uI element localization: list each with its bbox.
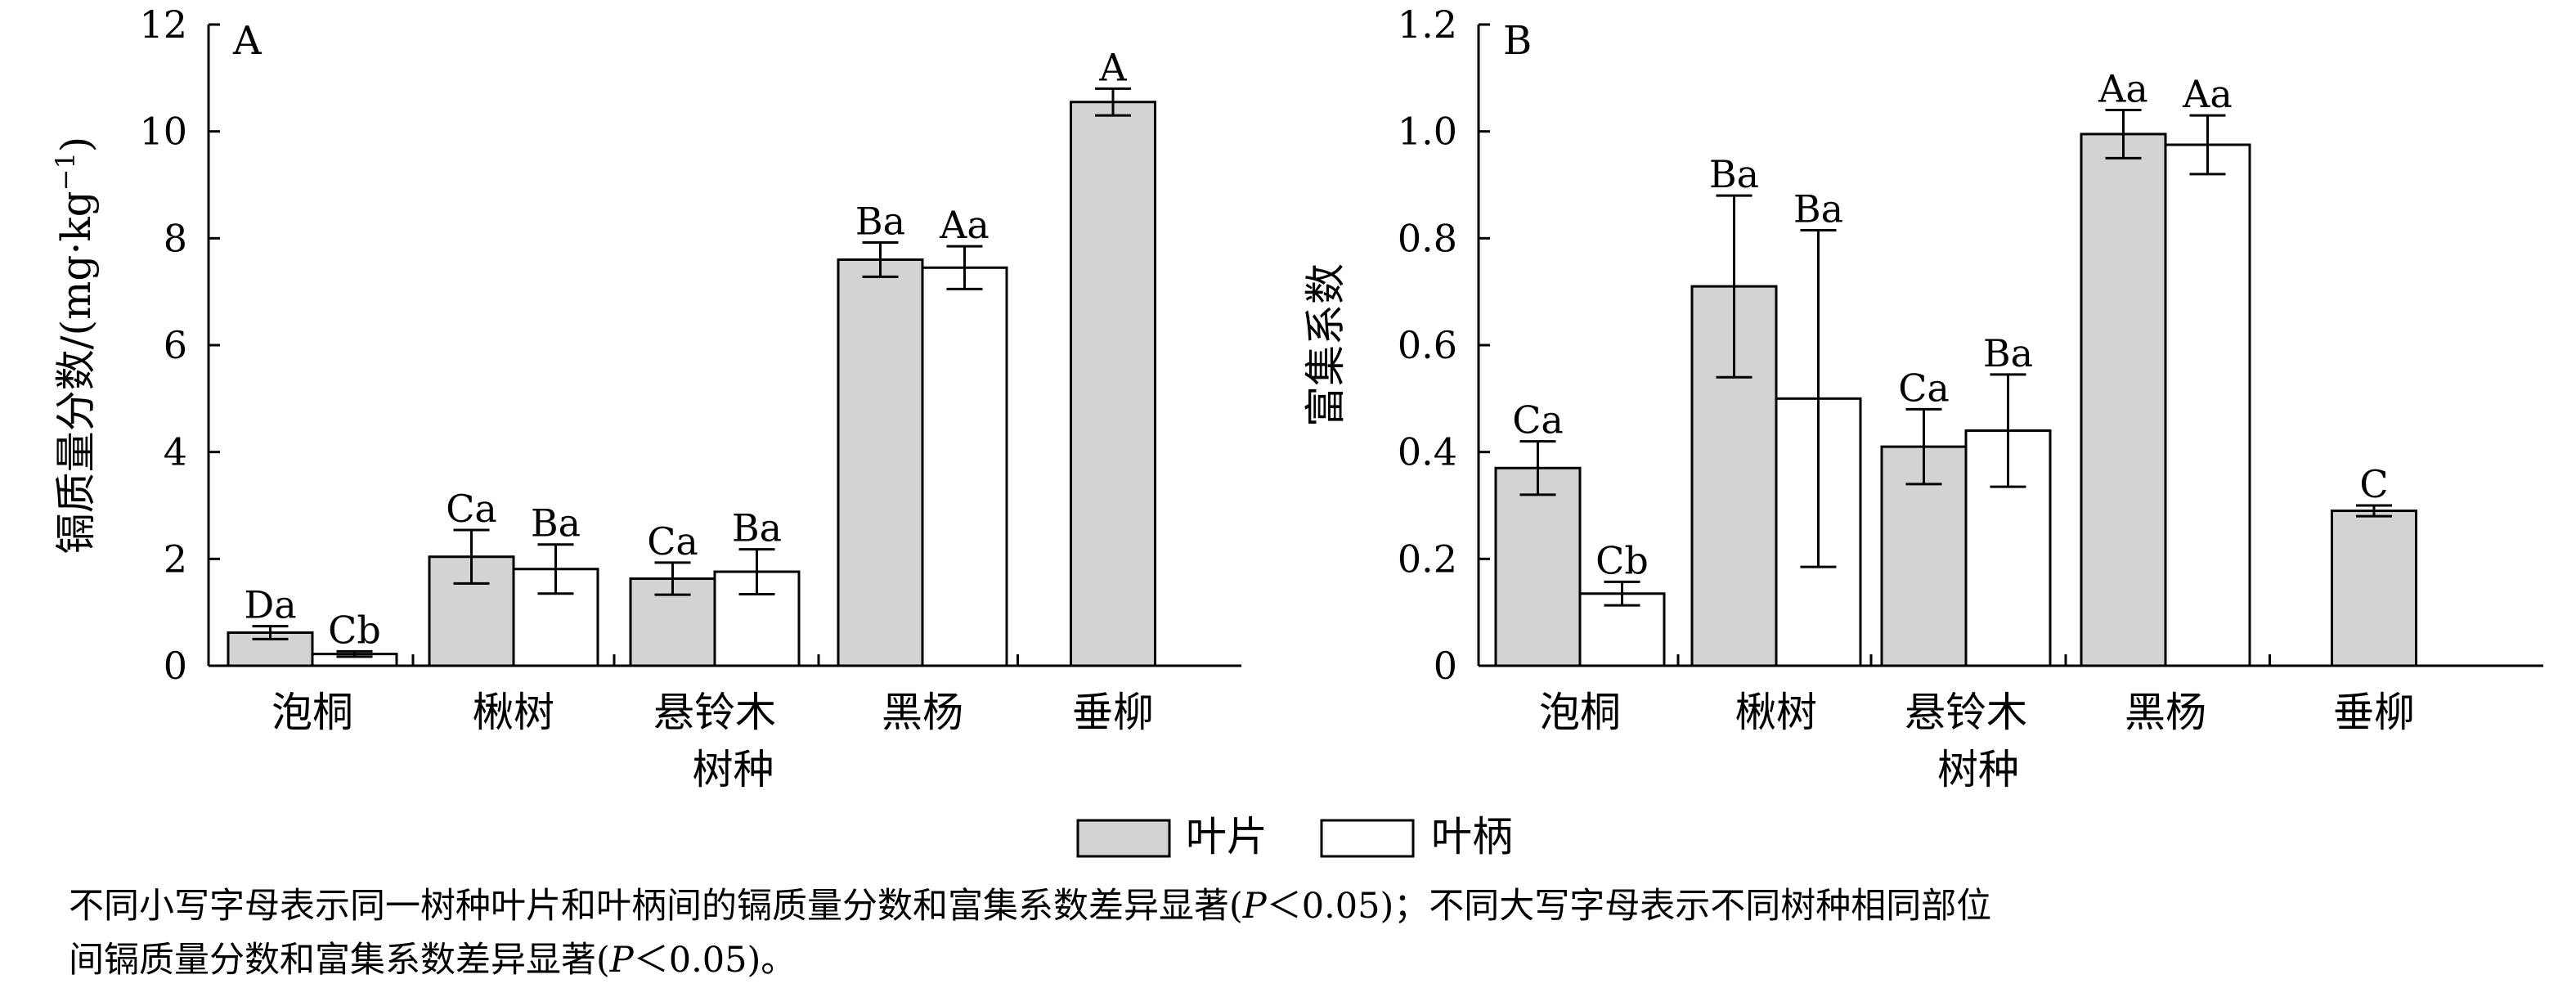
bar — [2331, 510, 2417, 667]
data-label: Ba — [732, 506, 782, 550]
figure-caption: 不同小写字母表示同一树种叶片和叶柄间的镉质量分数和富集系数差异显著(P＜0.05… — [69, 879, 2530, 987]
bar — [837, 258, 924, 667]
caption-text: ＜0.05)。 — [633, 940, 797, 981]
data-label: A — [1098, 45, 1127, 89]
data-label: C — [2359, 462, 2388, 506]
x-tick-label: 悬铃木 — [1905, 689, 2027, 736]
legend-label: 叶柄 — [1431, 813, 1513, 860]
bar — [2080, 132, 2167, 667]
data-label: Cb — [1595, 538, 1649, 582]
y-tick-label: 8 — [164, 216, 187, 260]
bar — [1494, 466, 1582, 667]
y-tick-label: 1.0 — [1398, 110, 1457, 154]
x-tick-label: 垂柳 — [2333, 689, 2415, 736]
data-label: Cb — [328, 608, 381, 652]
data-label: Da — [244, 583, 296, 627]
y-axis-title: 镉质量分数/(mg·kg−1) — [50, 137, 100, 555]
data-label: Ba — [1709, 152, 1759, 196]
x-tick-label: 黑杨 — [2125, 689, 2206, 736]
y-tick-label: 1.2 — [1398, 2, 1457, 47]
x-tick-label: 楸树 — [473, 689, 554, 736]
caption-line-2: 间镉质量分数和富集系数差异显著(P＜0.05)。 — [69, 933, 2530, 987]
y-tick-label: 2 — [164, 537, 187, 581]
panel-label: B — [1503, 18, 1532, 64]
y-tick-label: 4 — [164, 430, 187, 474]
x-tick-label: 黑杨 — [882, 689, 963, 736]
data-label: Ca — [446, 487, 497, 531]
data-label: Ca — [1898, 366, 1950, 410]
legend-label: 叶片 — [1186, 813, 1268, 860]
x-tick-label: 楸树 — [1735, 689, 1817, 736]
x-axis-title: 树种 — [1937, 746, 2019, 793]
x-tick-label: 垂柳 — [1072, 689, 1154, 736]
legend: 叶片 叶柄 — [1076, 813, 1513, 860]
data-label: Ba — [531, 501, 581, 546]
bar — [1070, 101, 1156, 667]
caption-p-symbol: P — [1242, 886, 1267, 927]
data-label: Ba — [855, 200, 905, 244]
x-tick-label: 悬铃木 — [653, 689, 776, 736]
bar — [227, 631, 314, 667]
y-tick-label: 6 — [164, 323, 187, 367]
data-label: Aa — [2182, 72, 2233, 116]
caption-p-symbol: P — [609, 940, 634, 981]
caption-text: ＜0.05)；不同大写字母表示不同树种相同部位 — [1266, 886, 1992, 927]
x-axis-title: 树种 — [693, 746, 774, 793]
panel-label: A — [232, 18, 263, 64]
caption-text: 间镉质量分数和富集系数差异显著( — [69, 940, 610, 981]
caption-line-1: 不同小写字母表示同一树种叶片和叶柄间的镉质量分数和富集系数差异显著(P＜0.05… — [69, 879, 2530, 933]
y-tick-label: 12 — [139, 2, 187, 47]
caption-text: 不同小写字母表示同一树种叶片和叶柄间的镉质量分数和富集系数差异显著( — [69, 886, 1243, 927]
data-label: Ca — [1512, 398, 1564, 442]
bar — [921, 266, 1008, 667]
x-tick-label: 泡桐 — [1539, 689, 1621, 736]
bar — [2164, 143, 2251, 667]
data-label: Aa — [2098, 67, 2148, 111]
data-label: Ca — [647, 519, 698, 564]
data-label: Ba — [1983, 331, 2033, 375]
y-tick-label: 0.6 — [1398, 323, 1457, 367]
y-tick-label: 0 — [164, 644, 187, 688]
data-label: Ba — [1793, 187, 1843, 231]
legend-swatch — [1320, 819, 1415, 858]
y-tick-label: 0.2 — [1398, 537, 1457, 581]
legend-swatch — [1076, 819, 1171, 858]
y-tick-label: 10 — [139, 110, 187, 154]
y-tick-label: 0 — [1434, 644, 1457, 688]
y-axis-title: 富集系数 — [1302, 263, 1349, 427]
x-tick-label: 泡桐 — [272, 689, 353, 736]
y-tick-label: 0.8 — [1398, 216, 1457, 260]
data-label: Aa — [939, 203, 990, 247]
y-tick-label: 0.4 — [1398, 430, 1457, 474]
